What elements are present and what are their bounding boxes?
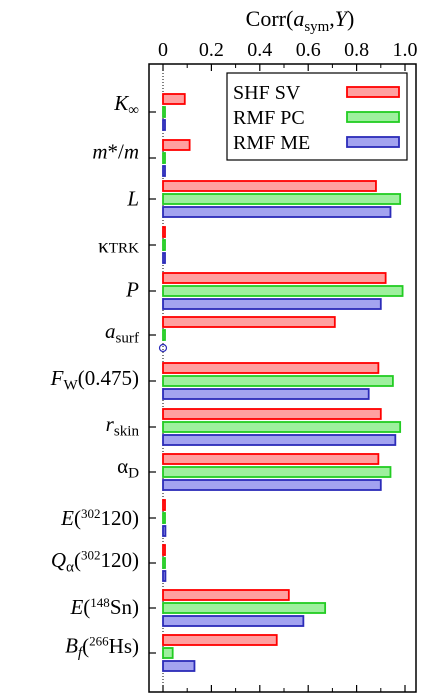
bar-shf-sv (162, 93, 186, 105)
legend-swatch-rmf-me (346, 136, 400, 148)
bar-shf-sv (162, 272, 387, 284)
x-tick-label: 1.0 (393, 39, 418, 61)
bar-rmf-pc (162, 557, 166, 569)
bar-rmf-pc (162, 285, 404, 297)
y-label-bf266: Bf(266Hs) (65, 633, 139, 662)
plot-frame (148, 63, 417, 693)
bar-rmf-pc (162, 106, 166, 118)
bar-rmf-me (162, 206, 392, 218)
bar-shf-sv (162, 139, 191, 151)
bar-rmf-pc (162, 602, 327, 614)
legend-swatch-shf-sv (346, 86, 400, 98)
bar-rmf-pc (162, 512, 166, 524)
bar-rmf-me (162, 660, 196, 672)
bar-shf-sv (162, 180, 377, 192)
x-tick-label: 0.2 (199, 39, 224, 61)
bar-shf-sv (162, 634, 278, 646)
legend-swatch-rmf-pc (346, 111, 400, 123)
bar-rmf-pc (162, 647, 174, 659)
chart-title: Corr(asym,Y) (245, 6, 355, 36)
bar-shf-sv (162, 226, 166, 238)
y-label-P: P (126, 277, 139, 302)
y-label-L: L (127, 186, 139, 211)
y-label-fw: FW(0.475) (50, 366, 139, 394)
bar-rmf-me (162, 298, 382, 310)
y-label-kinf: K∞ (114, 91, 139, 119)
y-label-e302: E(302120) (61, 505, 139, 531)
bar-rmf-me (162, 479, 382, 491)
bar-shf-sv (162, 544, 166, 556)
x-tick-label: 0.8 (344, 39, 369, 61)
bar-rmf-me (162, 525, 167, 537)
bar-rmf-me (158, 343, 168, 353)
bar-shf-sv (162, 453, 380, 465)
x-tick-label: 0.4 (247, 39, 272, 61)
legend-label-rmf-pc: RMF PC (233, 107, 305, 129)
y-label-mstar: m*/m (92, 139, 139, 164)
legend-label-rmf-me: RMF ME (233, 132, 310, 154)
y-label-alphad: αD (117, 454, 139, 482)
bar-rmf-pc (162, 239, 166, 251)
bar-rmf-me (162, 388, 370, 400)
bar-rmf-me (162, 252, 166, 264)
bar-rmf-pc (162, 329, 166, 341)
bar-rmf-me (162, 434, 397, 446)
y-label-asurf: asurf (105, 319, 139, 347)
bar-rmf-pc (162, 375, 394, 387)
bar-shf-sv (162, 408, 382, 420)
bar-rmf-pc (162, 466, 392, 478)
y-label-kappa: κTRK (98, 233, 139, 258)
bar-rmf-me (162, 570, 167, 582)
bar-rmf-me (162, 615, 305, 627)
bar-rmf-me (162, 165, 166, 177)
bar-rmf-pc (162, 152, 166, 164)
y-label-rskin: rskin (105, 412, 139, 440)
y-label-e148: E(148Sn) (70, 594, 139, 620)
bar-shf-sv (162, 316, 336, 328)
bar-rmf-pc (162, 193, 402, 205)
bar-rmf-me (162, 119, 166, 131)
x-tick-label: 0.6 (296, 39, 321, 61)
bar-shf-sv (162, 499, 166, 511)
x-tick-label: 0 (158, 39, 168, 61)
bar-shf-sv (162, 589, 290, 601)
bar-shf-sv (162, 362, 380, 374)
y-label-qa302: Qα(302120) (50, 547, 139, 576)
bar-rmf-pc (162, 421, 402, 433)
legend-label-shf-sv: SHF SV (233, 82, 301, 104)
